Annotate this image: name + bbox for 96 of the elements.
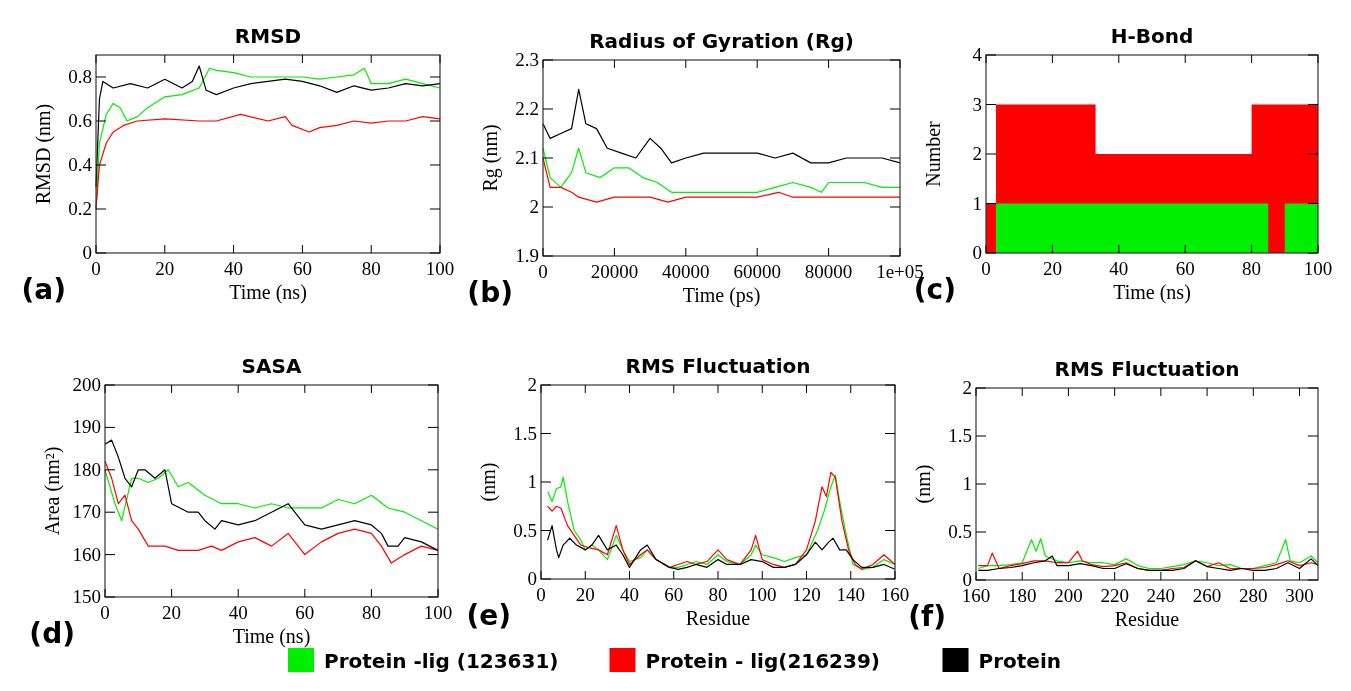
- y-tick-label: 1: [527, 471, 537, 492]
- y-tick-label: 2.3: [515, 49, 539, 70]
- y-tick-label: 1.9: [515, 245, 539, 266]
- y-tick-label: 0.6: [68, 110, 92, 131]
- y-tick-label: 0: [527, 568, 537, 589]
- y-tick-label: 2: [527, 374, 537, 395]
- y-tick-label: 0: [972, 242, 982, 263]
- y-tick-label: 0.8: [68, 66, 92, 87]
- y-tick-label: 0: [962, 569, 972, 590]
- y-tick-label: 190: [72, 416, 101, 438]
- x-tick-label: 60: [664, 584, 684, 605]
- text: (a): [21, 273, 66, 306]
- y-tick-label: 1: [972, 192, 982, 214]
- x-tick-label: 80: [708, 584, 728, 605]
- x-tick-label: 60: [292, 258, 312, 279]
- chart-title: RMSD: [234, 24, 302, 48]
- x-tick-label: 40: [1109, 258, 1129, 279]
- x-tick-label: 100: [423, 602, 453, 623]
- line-series: [104, 469, 439, 530]
- x-tick-label: 60: [295, 602, 315, 623]
- y-tick-label: 3: [972, 93, 982, 115]
- x-axis-title: Time (ns): [1113, 281, 1191, 304]
- y-tick-label: 200: [72, 374, 101, 395]
- y-tick-label: 180: [72, 458, 101, 480]
- y-tick-label: 0.4: [68, 154, 93, 175]
- y-tick-label: 4: [972, 44, 983, 65]
- y-tick-label: 150: [72, 586, 101, 607]
- x-tick-label: 40: [224, 258, 244, 279]
- y-tick-label: 0.5: [513, 519, 537, 541]
- x-tick-label: 80: [361, 602, 381, 623]
- chart-title: H-Bond: [1110, 24, 1194, 48]
- y-tick-label: 2: [972, 143, 982, 164]
- x-tick-label: 220: [1100, 585, 1129, 606]
- x-tick-label: 180: [1007, 585, 1037, 606]
- x-tick-label: 200: [1054, 585, 1083, 606]
- text: (d): [29, 617, 75, 650]
- x-tick-label: 80: [1242, 258, 1262, 279]
- text: (f): [908, 600, 946, 633]
- x-tick-label: 20: [155, 258, 175, 279]
- y-tick-label: 0.5: [948, 521, 972, 542]
- chart-title: RMS Fluctuation: [625, 354, 811, 378]
- y-tick-label: 0.2: [68, 198, 92, 219]
- x-tick-label: 260: [1192, 585, 1222, 606]
- x-axis-title: Residue: [1114, 608, 1180, 630]
- y-tick-label: 1.5: [948, 425, 972, 446]
- line-series: [104, 439, 439, 551]
- text: (e): [466, 599, 511, 632]
- text: (b): [467, 276, 513, 309]
- y-axis-title: RMSD (nm): [32, 103, 55, 205]
- x-axis-title: Time (ps): [682, 284, 761, 307]
- line-series: [542, 147, 901, 193]
- y-axis-title: Area (nm²): [41, 446, 64, 536]
- x-axis-title: Time (ns): [232, 625, 311, 648]
- x-tick-label: 40: [620, 584, 639, 605]
- x-tick-label: 100: [425, 258, 455, 279]
- x-axis-title: Residue: [685, 607, 751, 629]
- x-tick-label: 100: [748, 584, 777, 605]
- line-series: [542, 88, 901, 164]
- y-tick-label: 2.1: [515, 147, 539, 168]
- y-tick-label: 2: [962, 377, 972, 398]
- x-axis-title: Time (ns): [229, 281, 307, 304]
- x-tick-label: 40: [228, 602, 248, 623]
- x-tick-label: 140: [836, 584, 865, 605]
- y-axis-title: Number: [922, 120, 944, 187]
- x-tick-label: 80000: [804, 261, 853, 282]
- x-tick-label: 80: [361, 258, 381, 279]
- y-tick-label: 2: [529, 196, 539, 217]
- x-tick-label: 20000: [590, 261, 639, 282]
- chart-title: Radius of Gyration (Rg): [589, 29, 854, 53]
- y-tick-label: 160: [72, 543, 101, 565]
- y-tick-label: 2.2: [515, 98, 539, 119]
- x-tick-label: 240: [1146, 585, 1176, 606]
- legend-label: Protein -lig (123631): [324, 649, 559, 673]
- x-tick-label: 100: [1303, 258, 1333, 279]
- x-tick-label: 160: [880, 584, 910, 605]
- y-axis-title: Rg (nm): [479, 124, 502, 192]
- x-tick-label: 20: [575, 584, 595, 605]
- y-tick-label: 1.5: [513, 422, 537, 444]
- legend-label: Protein: [978, 649, 1061, 673]
- legend-label: Protein - lig(216239): [645, 649, 881, 673]
- x-tick-label: 280: [1239, 585, 1268, 606]
- y-tick-label: 0: [82, 242, 92, 263]
- x-tick-label: 20: [162, 602, 182, 623]
- x-tick-label: 60: [1175, 258, 1195, 279]
- x-tick-label: 120: [792, 584, 821, 605]
- y-axis-title: (nm): [477, 462, 500, 502]
- y-tick-label: 170: [72, 501, 101, 523]
- x-tick-label: 300: [1285, 585, 1314, 606]
- chart-title: SASA: [241, 354, 302, 378]
- x-tick-label: 60000: [733, 261, 781, 282]
- line-series: [104, 460, 439, 564]
- y-tick-label: 1: [962, 473, 972, 494]
- y-axis-title: (nm): [912, 464, 935, 504]
- x-tick-label: 40000: [662, 261, 710, 282]
- x-tick-label: 20: [1042, 258, 1062, 279]
- chart-title: RMS Fluctuation: [1054, 357, 1240, 381]
